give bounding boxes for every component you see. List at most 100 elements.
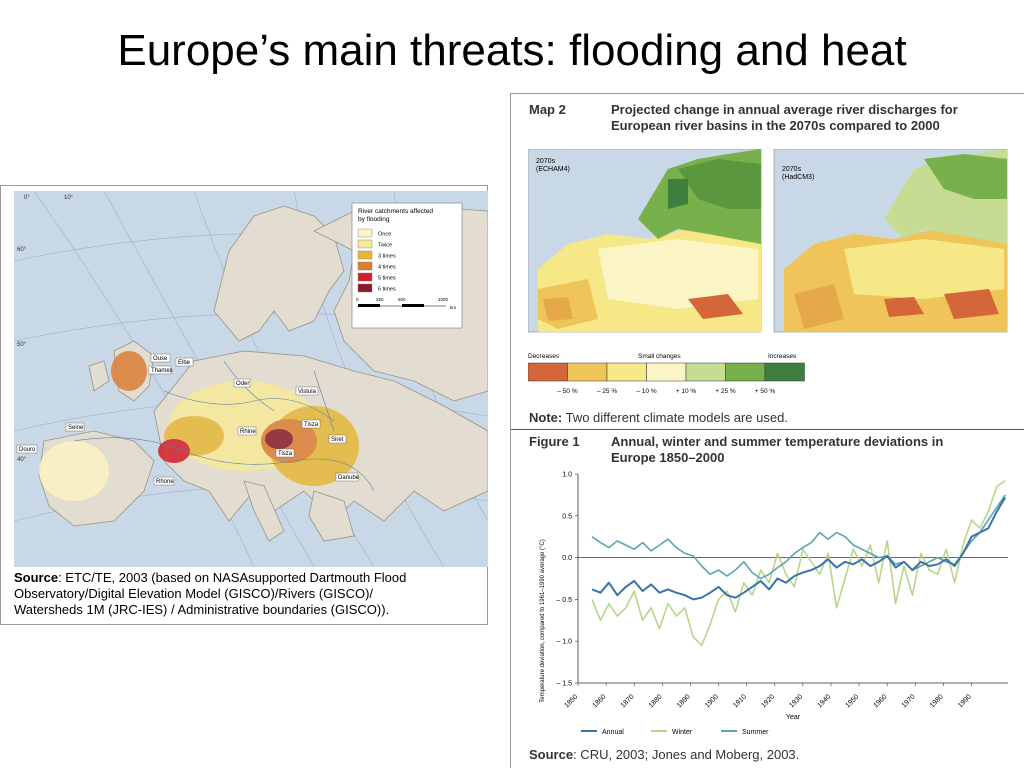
legend-increases: Increases: [768, 353, 797, 360]
flood-legend-title: River catchments affected: [358, 208, 433, 215]
map-panel-label: (HadCM3): [782, 174, 814, 181]
y-tick-label: 1.0: [562, 472, 572, 479]
scale-label: 250: [376, 297, 384, 302]
right-panel: Map 2 Projected change in annual average…: [510, 93, 1024, 768]
discharge-map-hadcm3: 2070s (HadCM3): [773, 149, 1008, 333]
legend-swatch: [357, 261, 373, 271]
flood-map-panel: 60° 50° 40° 10° 0° Ouse Elbe Thames Oder…: [0, 185, 488, 625]
flood-legend: River catchments affected by flooding On…: [351, 202, 463, 329]
figure1-source: Source: CRU, 2003; Jones and Moberg, 200…: [529, 747, 799, 763]
river-label: Elbe: [178, 360, 191, 366]
x-tick-label: 1930: [788, 693, 804, 709]
y-tick-label: – 1.0: [556, 639, 572, 646]
discharge-swatch: [725, 362, 766, 382]
scale-label: 0: [356, 297, 359, 302]
discharge-tick-label: + 25 %: [715, 388, 736, 395]
source-text: : CRU, 2003; Jones and Moberg, 2003.: [573, 747, 800, 762]
y-tick-label: 0.5: [562, 513, 572, 520]
river-label: Siret: [331, 437, 344, 443]
y-axis-label: Temperature deviation, compared to 1961–…: [540, 539, 546, 703]
y-tick-label: – 1.5: [556, 681, 572, 688]
discharge-maps: 2070s (ECHAM4) 2070s (HadCM3): [528, 149, 1008, 333]
note-label: Note:: [529, 410, 563, 425]
figure1-title-line: Europe 1850–2000: [611, 450, 725, 465]
x-tick-label: 1910: [732, 693, 748, 709]
legend-decreases: Decreases: [528, 353, 560, 360]
x-tick-label: 1850: [563, 693, 579, 709]
map2-title-line: European river basins in the 2070s compa…: [611, 118, 940, 133]
y-tick-label: 0.0: [562, 555, 572, 562]
figure1-title-line: Annual, winter and summer temperature de…: [611, 434, 944, 449]
legend-swatch: [357, 228, 373, 238]
legend-item-label: 6 times: [378, 287, 396, 293]
river-label: Vistula: [298, 389, 317, 395]
river-label: Oder: [236, 381, 249, 387]
lat-label: 60°: [17, 247, 27, 253]
temperature-chart: Temperature deviation, compared to 1961–…: [540, 472, 1008, 736]
river-label: Rhone: [156, 479, 174, 485]
flood-legend-title: by flooding: [358, 216, 390, 223]
scale-label: 1000: [438, 297, 449, 302]
legend-item-label: 4 times: [378, 265, 396, 271]
source-text: : ETC/TE, 2003 (based on NASAsupported D…: [58, 570, 407, 585]
x-tick-label: 1970: [901, 693, 917, 709]
x-tick-label: 1880: [648, 693, 664, 709]
discharge-map-echam4: 2070s (ECHAM4): [528, 149, 762, 333]
x-tick-label: 1860: [592, 693, 608, 709]
discharge-tick-label: – 10 %: [636, 388, 656, 395]
discharge-tick-label: + 10 %: [676, 388, 697, 395]
discharge-legend: Decreases Small changes Increases – 50 %…: [528, 353, 805, 395]
map2-title-line: Projected change in annual average river…: [611, 102, 958, 117]
source-label: Source: [14, 570, 59, 585]
legend-swatch: [357, 272, 373, 282]
series-line-winter: [591, 480, 1006, 647]
discharge-swatch: [685, 362, 726, 382]
legend-item-label: Twice: [378, 243, 392, 249]
river-label: Ouse: [153, 356, 168, 362]
x-tick-label: 1960: [873, 693, 889, 709]
river-label: Rhine: [240, 429, 256, 435]
discharge-tick-label: – 25 %: [597, 388, 617, 395]
river-label: Danube: [338, 475, 360, 481]
note-text: Two different climate models are used.: [562, 410, 788, 425]
legend-item-label: Once: [378, 232, 391, 238]
legend-label: Winter: [672, 729, 693, 736]
discharge-tick-label: – 50 %: [557, 388, 577, 395]
map-panel-label: 2070s: [782, 166, 802, 173]
map-panel-label: (ECHAM4): [536, 166, 570, 173]
discharge-swatch: [646, 362, 687, 382]
y-tick-label: – 0.5: [556, 597, 572, 604]
scale-label: 500: [398, 297, 406, 302]
legend-item-label: 5 times: [378, 276, 396, 282]
legend-swatch: [357, 283, 373, 293]
map2-note: Note: Two different climate models are u…: [529, 410, 788, 425]
legend-swatch: [357, 239, 373, 249]
river-label: Thames: [151, 368, 173, 374]
lat-label: 50°: [17, 342, 27, 348]
river-label: Seine: [68, 425, 84, 431]
x-tick-label: 1890: [676, 693, 692, 709]
series-line-summer: [591, 494, 1006, 580]
figure1-title: Annual, winter and summer temperature de…: [611, 434, 1021, 466]
x-tick-label: 1940: [816, 693, 832, 709]
legend-label: Summer: [742, 729, 769, 736]
river-label: Tisza: [304, 422, 319, 428]
x-tick-label: 1920: [760, 693, 776, 709]
map2-label: Map 2: [529, 102, 566, 117]
source-label: Source: [529, 747, 574, 762]
figure1-label: Figure 1: [529, 434, 580, 449]
x-tick-label: 1870: [620, 693, 636, 709]
legend-swatch: [357, 250, 373, 260]
lat-label: 40°: [17, 457, 27, 463]
river-label: Tisza: [278, 451, 293, 457]
divider: [511, 429, 1024, 430]
river-label: Douro: [19, 447, 36, 453]
series-line-annual: [591, 496, 1007, 601]
slide-title: Europe’s main threats: flooding and heat: [117, 26, 907, 75]
source-text: Observatory/Digital Elevation Model (GIS…: [14, 586, 374, 601]
x-axis-label: Year: [786, 714, 801, 721]
x-tick-label: 1900: [704, 693, 720, 709]
flood-source: Source: ETC/TE, 2003 (based on NASAsuppo…: [14, 570, 484, 618]
discharge-swatch: [606, 362, 647, 382]
x-tick-label: 1990: [957, 693, 973, 709]
